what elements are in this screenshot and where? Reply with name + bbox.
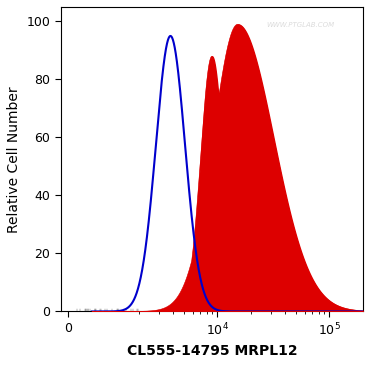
Y-axis label: Relative Cell Number: Relative Cell Number: [7, 86, 21, 233]
X-axis label: CL555-14795 MRPL12: CL555-14795 MRPL12: [127, 344, 297, 358]
Text: WWW.PTGLAB.COM: WWW.PTGLAB.COM: [266, 22, 334, 28]
